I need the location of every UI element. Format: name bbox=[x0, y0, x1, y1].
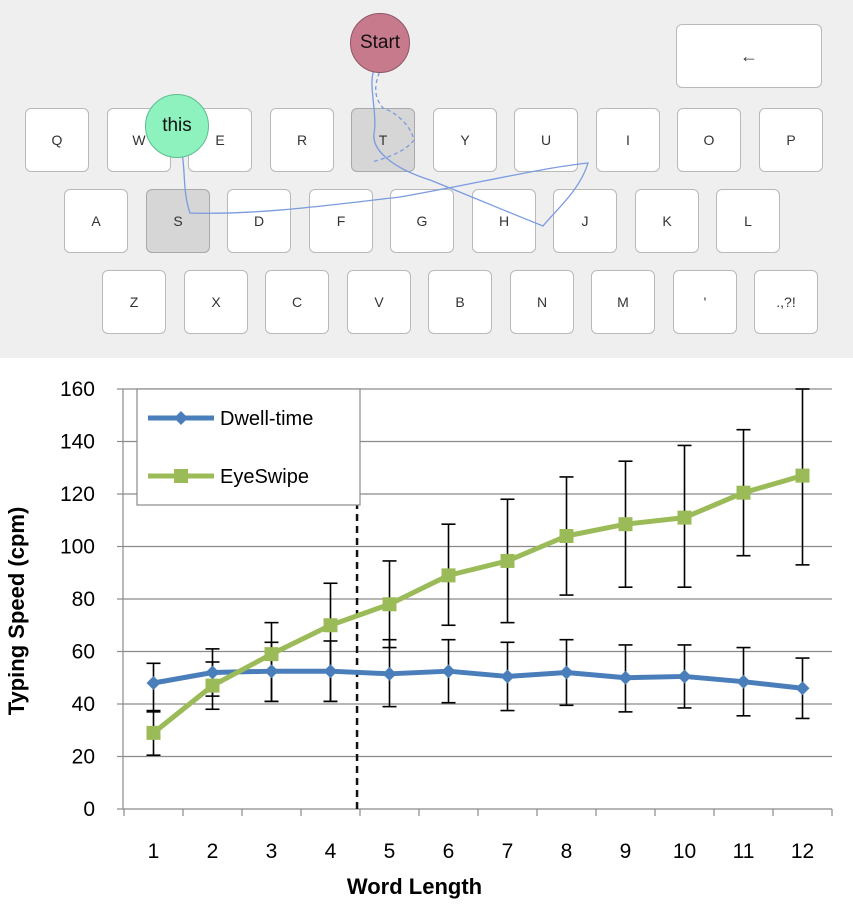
y-tick-label: 0 bbox=[83, 798, 95, 821]
key-s[interactable]: S bbox=[146, 189, 210, 253]
key-v[interactable]: V bbox=[347, 270, 411, 334]
point-dwell-time bbox=[382, 666, 397, 681]
x-tick-label: 1 bbox=[148, 840, 160, 863]
key-j[interactable]: J bbox=[553, 189, 617, 253]
gaze-keyboard-panel: Q W E R T Y U I O P A S D F G H J K L Z X C V B N M '.,?! ← Start … bbox=[0, 0, 853, 358]
start-bubble[interactable]: Start bbox=[350, 13, 410, 73]
x-tick-label: 6 bbox=[443, 840, 455, 863]
y-axis-title: Typing Speed (cpm) bbox=[4, 507, 29, 716]
backspace-key[interactable]: ← bbox=[676, 24, 822, 88]
key-b[interactable]: B bbox=[428, 270, 492, 334]
point-dwell-time bbox=[146, 676, 161, 690]
point-eyeswipe bbox=[795, 468, 810, 483]
y-tick-label: 40 bbox=[72, 693, 95, 716]
key-m[interactable]: M bbox=[591, 270, 655, 334]
key-z[interactable]: Z bbox=[102, 270, 166, 334]
legend-label-dwell-time: Dwell-time bbox=[220, 408, 313, 430]
point-eyeswipe bbox=[618, 517, 633, 532]
point-dwell-time bbox=[323, 664, 338, 679]
y-tick-label: 120 bbox=[60, 483, 95, 506]
key-q[interactable]: Q bbox=[25, 108, 89, 172]
point-eyeswipe bbox=[441, 568, 456, 583]
point-eyeswipe bbox=[500, 553, 515, 568]
key-punctuation[interactable]: .,?! bbox=[754, 270, 818, 334]
y-tick-label: 140 bbox=[60, 431, 95, 454]
point-eyeswipe bbox=[559, 529, 574, 543]
key-n[interactable]: N bbox=[510, 270, 574, 334]
legend-marker-eyeswipe bbox=[174, 469, 188, 483]
point-eyeswipe bbox=[205, 678, 220, 693]
point-dwell-time bbox=[264, 664, 279, 679]
y-tick-label: 20 bbox=[72, 746, 95, 769]
key-x[interactable]: X bbox=[184, 270, 248, 334]
point-eyeswipe bbox=[323, 618, 338, 633]
y-tick-label: 80 bbox=[72, 588, 95, 611]
point-eyeswipe bbox=[382, 597, 397, 612]
x-tick-label: 2 bbox=[207, 840, 219, 863]
point-dwell-time bbox=[677, 669, 692, 684]
point-dwell-time bbox=[795, 681, 810, 696]
key-p[interactable]: P bbox=[759, 108, 823, 172]
key-r[interactable]: R bbox=[270, 108, 334, 172]
y-tick-label: 160 bbox=[60, 378, 95, 401]
key-a[interactable]: A bbox=[64, 189, 128, 253]
legend-marker-dwell-time bbox=[174, 411, 188, 425]
key-t[interactable]: T bbox=[351, 108, 415, 172]
key-u[interactable]: U bbox=[514, 108, 578, 172]
point-eyeswipe bbox=[264, 647, 279, 662]
x-tick-label: 5 bbox=[384, 840, 396, 863]
series-line-eyeswipe bbox=[151, 473, 804, 735]
x-tick-label: 10 bbox=[673, 840, 696, 863]
key-c[interactable]: C bbox=[265, 270, 329, 334]
point-dwell-time bbox=[618, 670, 633, 685]
point-eyeswipe bbox=[736, 485, 751, 500]
key-f[interactable]: F bbox=[309, 189, 373, 253]
series-line-dwell-time bbox=[153, 668, 803, 691]
point-eyeswipe bbox=[146, 725, 161, 740]
point-dwell-time bbox=[500, 669, 515, 684]
x-tick-label: 12 bbox=[791, 840, 814, 863]
key-o[interactable]: O bbox=[677, 108, 741, 172]
key-k[interactable]: K bbox=[635, 189, 699, 253]
legend-box bbox=[136, 388, 361, 506]
x-tick-label: 11 bbox=[733, 840, 755, 863]
key-i[interactable]: I bbox=[596, 108, 660, 172]
x-tick-label: 8 bbox=[561, 840, 573, 863]
key-d[interactable]: D bbox=[227, 189, 291, 253]
point-dwell-time bbox=[441, 664, 456, 679]
key-apostrophe[interactable]: ' bbox=[673, 270, 737, 334]
point-dwell-time bbox=[205, 665, 220, 680]
key-y[interactable]: Y bbox=[433, 108, 497, 172]
word-suggestion-bubble[interactable]: this bbox=[145, 94, 209, 158]
legend-label-eyeswipe: EyeSwipe bbox=[220, 466, 309, 488]
point-eyeswipe bbox=[677, 510, 692, 525]
x-tick-label: 4 bbox=[325, 840, 337, 863]
y-tick-label: 60 bbox=[72, 641, 95, 664]
point-dwell-time bbox=[559, 665, 574, 680]
y-tick-label: 100 bbox=[60, 536, 95, 559]
x-tick-label: 7 bbox=[502, 840, 514, 863]
x-tick-label: 3 bbox=[266, 840, 278, 863]
x-tick-label: 9 bbox=[620, 840, 632, 863]
point-dwell-time bbox=[736, 674, 751, 689]
key-g[interactable]: G bbox=[390, 189, 454, 253]
key-l[interactable]: L bbox=[716, 189, 780, 253]
x-axis-title: Word Length bbox=[347, 874, 482, 899]
key-h[interactable]: H bbox=[472, 189, 536, 253]
